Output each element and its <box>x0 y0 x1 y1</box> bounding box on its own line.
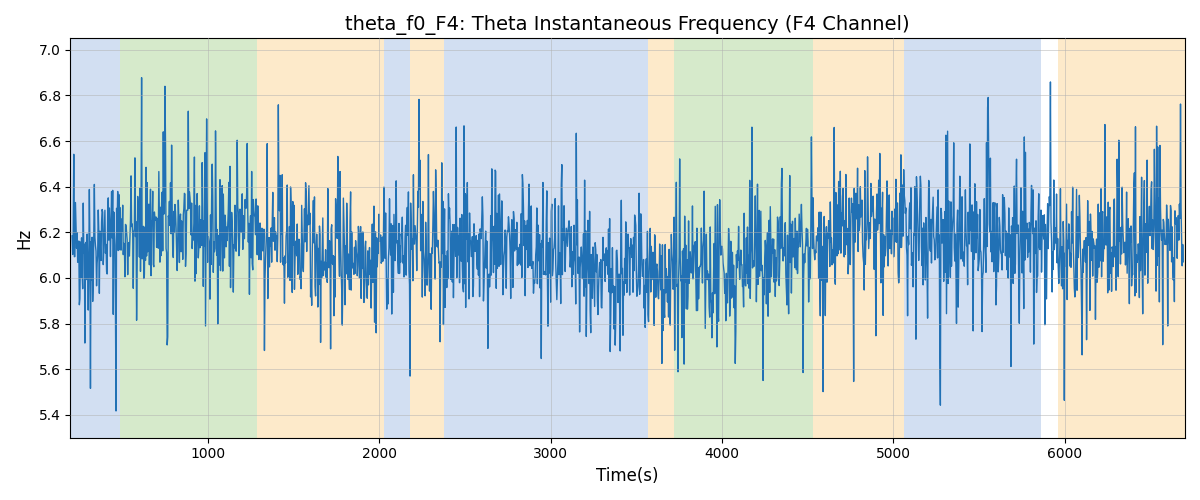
Bar <box>475 38 648 438</box>
Title: theta_f0_F4: Theta Instantaneous Frequency (F4 Channel): theta_f0_F4: Theta Instantaneous Frequen… <box>346 15 910 35</box>
Bar <box>1058 38 1186 438</box>
X-axis label: Time(s): Time(s) <box>596 467 659 485</box>
Bar <box>410 38 444 438</box>
Bar <box>257 38 384 438</box>
Y-axis label: Hz: Hz <box>14 228 32 248</box>
Bar <box>674 38 812 438</box>
Bar <box>71 38 120 438</box>
Bar <box>839 38 904 438</box>
Bar <box>384 38 410 438</box>
Bar <box>648 38 674 438</box>
Bar <box>904 38 1040 438</box>
Bar <box>812 38 839 438</box>
Bar <box>444 38 475 438</box>
Bar <box>120 38 257 438</box>
